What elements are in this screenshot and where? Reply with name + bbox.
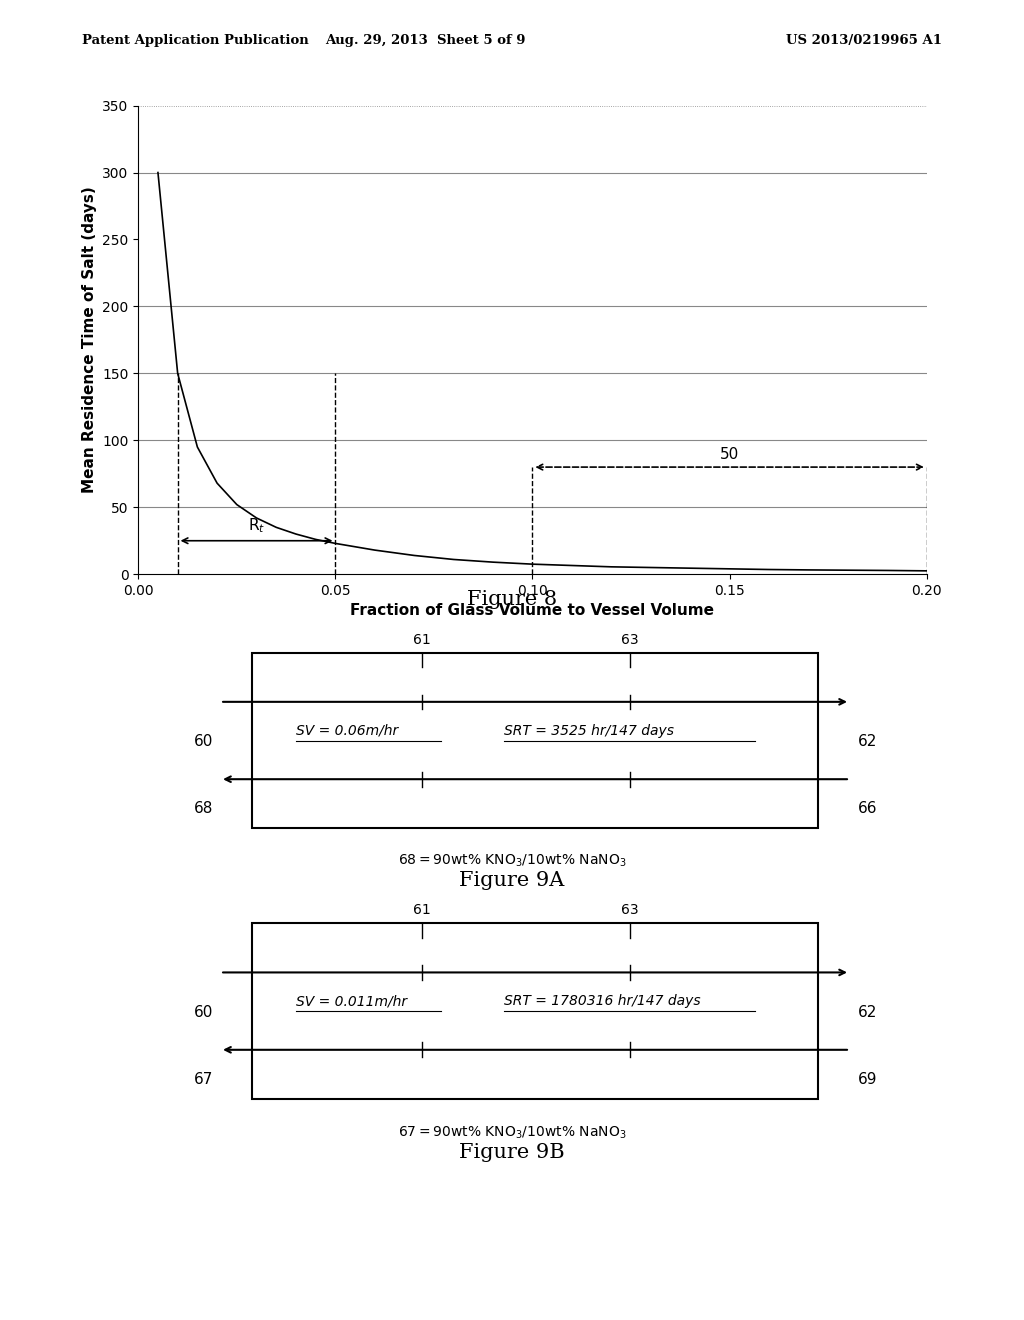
Text: Figure 9B: Figure 9B <box>459 1143 565 1162</box>
Text: 61: 61 <box>413 632 430 647</box>
Text: Aug. 29, 2013  Sheet 5 of 9: Aug. 29, 2013 Sheet 5 of 9 <box>325 34 525 48</box>
Text: 62: 62 <box>858 1005 878 1020</box>
Text: $67 = 90\mathrm{wt\%\ KNO_3/10wt\%\ NaNO_3}$: $67 = 90\mathrm{wt\%\ KNO_3/10wt\%\ NaNO… <box>397 1125 627 1140</box>
Text: 61: 61 <box>413 903 430 917</box>
Text: SV = 0.06m/hr: SV = 0.06m/hr <box>296 723 398 738</box>
Text: 63: 63 <box>621 903 638 917</box>
Text: 69: 69 <box>858 1072 878 1088</box>
Text: Figure 8: Figure 8 <box>467 590 557 609</box>
Text: 67: 67 <box>194 1072 213 1088</box>
Text: 60: 60 <box>194 1005 213 1020</box>
Text: 62: 62 <box>858 734 878 748</box>
Text: SRT = 3525 hr/147 days: SRT = 3525 hr/147 days <box>504 723 674 738</box>
Text: $68 = 90\mathrm{wt\%\ KNO_3/10wt\%\ NaNO_3}$: $68 = 90\mathrm{wt\%\ KNO_3/10wt\%\ NaNO… <box>397 853 627 869</box>
Text: SRT = 1780316 hr/147 days: SRT = 1780316 hr/147 days <box>504 994 700 1008</box>
Text: R$_t$: R$_t$ <box>248 516 265 536</box>
Text: Patent Application Publication: Patent Application Publication <box>82 34 308 48</box>
Text: 60: 60 <box>194 734 213 748</box>
Text: Figure 9A: Figure 9A <box>460 871 564 890</box>
Y-axis label: Mean Residence Time of Salt (days): Mean Residence Time of Salt (days) <box>82 186 96 494</box>
Text: 63: 63 <box>621 632 638 647</box>
X-axis label: Fraction of Glass Volume to Vessel Volume: Fraction of Glass Volume to Vessel Volum… <box>350 603 715 619</box>
Text: 68: 68 <box>194 801 213 816</box>
Text: SV = 0.011m/hr: SV = 0.011m/hr <box>296 994 407 1008</box>
Text: 50: 50 <box>720 446 739 462</box>
Text: 66: 66 <box>858 801 878 816</box>
Text: US 2013/0219965 A1: US 2013/0219965 A1 <box>786 34 942 48</box>
